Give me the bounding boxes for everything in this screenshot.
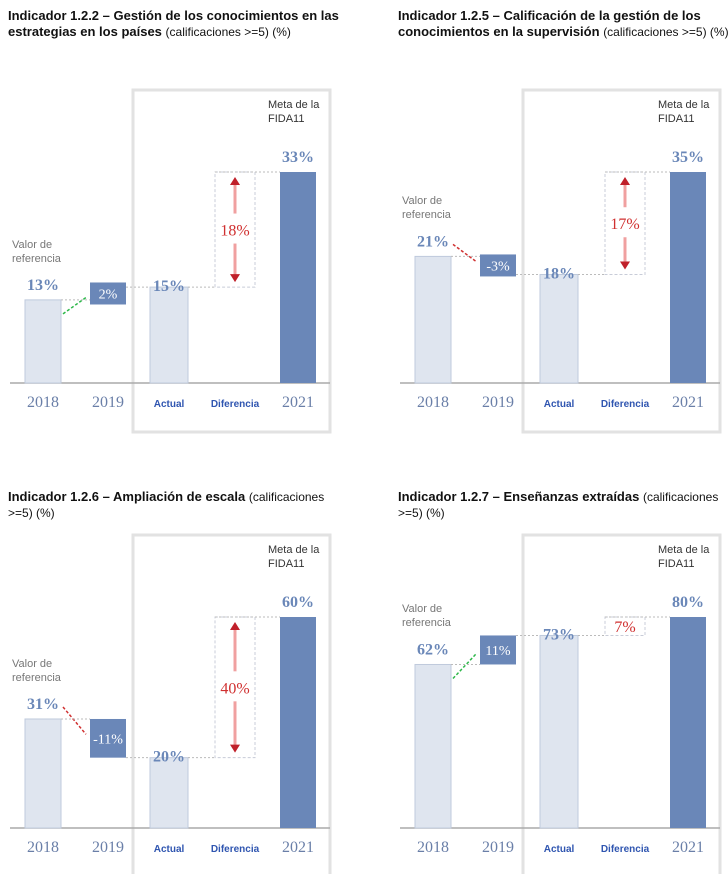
x-tick-label: 2019 xyxy=(92,839,124,856)
value-label: -3% xyxy=(486,259,510,274)
value-label: 18% xyxy=(220,223,249,240)
baseline-bar xyxy=(414,255,452,384)
x-tick-label: 2021 xyxy=(282,839,314,856)
arrow-head xyxy=(230,622,240,630)
change-arrow xyxy=(62,706,87,735)
change-box xyxy=(90,718,126,758)
baseline-note: Valor de referencia xyxy=(12,657,61,684)
value-label: 35% xyxy=(672,149,704,166)
arrow-head xyxy=(620,177,630,185)
actual-bar xyxy=(149,757,189,829)
x-tick-label: Diferencia xyxy=(211,399,260,410)
baseline-note: Valor de referencia xyxy=(402,195,451,222)
x-tick-label: 2021 xyxy=(282,394,314,411)
value-label: 20% xyxy=(153,749,185,766)
chart-title: Indicador 1.2.6 – Ampliación de escala (… xyxy=(8,489,343,521)
change-box xyxy=(480,254,516,277)
change-box xyxy=(480,635,516,665)
x-tick-label: Actual xyxy=(154,844,185,855)
actual-bar xyxy=(149,286,189,384)
frame xyxy=(521,533,722,874)
value-label: 2% xyxy=(99,287,118,302)
subtitle-text: (calificaciones >=5) (%) xyxy=(165,25,291,39)
x-tick-label: 2018 xyxy=(417,839,449,856)
target-note: Meta de la FIDA11 xyxy=(658,544,710,570)
value-label: 17% xyxy=(610,216,639,233)
value-label: -11% xyxy=(93,732,123,747)
baseline-bar xyxy=(24,718,62,829)
baseline-note: Valor de referencia xyxy=(402,603,451,630)
value-label: 13% xyxy=(27,277,59,294)
x-tick-label: Diferencia xyxy=(211,844,260,855)
chart-title: Indicador 1.2.5 – Calificación de la ges… xyxy=(398,8,728,40)
x-tick-label: 2021 xyxy=(672,394,704,411)
value-label: 21% xyxy=(417,233,449,250)
x-tick-label: 2018 xyxy=(27,394,59,411)
value-label: 11% xyxy=(485,644,510,659)
target-bar xyxy=(280,172,316,383)
chart-title: Indicador 1.2.2 – Gestión de los conocim… xyxy=(8,8,343,40)
title-text: Indicador 1.2.2 – Gestión de los conocim… xyxy=(8,8,339,39)
arrow-head xyxy=(230,274,240,283)
x-tick-label: Actual xyxy=(154,399,185,410)
value-label: 15% xyxy=(153,278,185,295)
x-tick-label: 2019 xyxy=(92,394,124,411)
frame xyxy=(521,88,722,434)
arrow-head xyxy=(620,261,630,270)
value-label: 33% xyxy=(282,149,314,166)
frame xyxy=(131,533,332,874)
value-label: 31% xyxy=(27,696,59,713)
target-bar xyxy=(670,172,706,383)
title-text: Indicador 1.2.5 – Calificación de la ges… xyxy=(398,8,701,39)
value-label: 73% xyxy=(543,626,575,643)
baseline-bar xyxy=(414,663,452,829)
subtitle-text: (calificaciones >=5) (%) xyxy=(398,490,719,520)
x-tick-label: 2021 xyxy=(672,839,704,856)
arrow-head xyxy=(230,177,240,185)
x-tick-label: Actual xyxy=(544,399,575,410)
value-label: 60% xyxy=(282,594,314,611)
baseline-note: Valor de referencia xyxy=(12,238,61,265)
x-tick-label: Diferencia xyxy=(601,844,650,855)
subtitle-text: (calificaciones >=5) (%) xyxy=(8,490,325,520)
change-arrow xyxy=(452,653,477,679)
chart-title: Indicador 1.2.7 – Enseñanzas extraídas (… xyxy=(398,489,728,521)
value-label: 7% xyxy=(614,619,635,636)
x-tick-label: Diferencia xyxy=(601,399,650,410)
target-bar xyxy=(670,617,706,828)
change-box xyxy=(90,282,126,305)
baseline-bar xyxy=(24,299,62,384)
x-tick-label: Actual xyxy=(544,844,575,855)
value-label: 80% xyxy=(672,594,704,611)
value-label: 62% xyxy=(417,641,449,658)
x-tick-label: 2018 xyxy=(417,394,449,411)
target-bar xyxy=(280,617,316,828)
target-note: Meta de la FIDA11 xyxy=(268,99,320,125)
x-tick-label: 2019 xyxy=(482,394,514,411)
title-text: Indicador 1.2.7 – Enseñanzas extraídas xyxy=(398,489,640,504)
actual-bar xyxy=(539,273,579,384)
subtitle-text: (calificaciones >=5) (%) xyxy=(603,25,728,39)
actual-bar xyxy=(539,634,579,829)
target-note: Meta de la FIDA11 xyxy=(268,544,320,570)
arrow-head xyxy=(230,744,240,753)
title-text: Indicador 1.2.6 – Ampliación de escala xyxy=(8,489,246,504)
value-label: 40% xyxy=(220,680,249,697)
target-note: Meta de la FIDA11 xyxy=(658,99,710,125)
x-tick-label: 2018 xyxy=(27,839,59,856)
change-arrow xyxy=(452,243,477,263)
frame xyxy=(131,88,332,434)
value-label: 18% xyxy=(543,265,575,282)
x-tick-label: 2019 xyxy=(482,839,514,856)
